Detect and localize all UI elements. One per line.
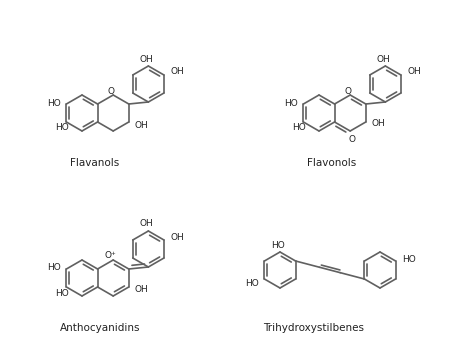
Text: O: O <box>349 134 356 144</box>
Text: HO: HO <box>46 264 60 272</box>
Text: HO: HO <box>271 240 285 250</box>
Text: HO: HO <box>245 280 258 288</box>
Text: OH: OH <box>135 120 148 130</box>
Text: OH: OH <box>171 68 185 76</box>
Text: Flavanols: Flavanols <box>70 158 119 168</box>
Text: OH: OH <box>139 55 153 63</box>
Text: HO: HO <box>55 123 69 133</box>
Text: OH: OH <box>135 284 148 294</box>
Text: OH: OH <box>139 220 153 228</box>
Text: OH: OH <box>372 119 385 129</box>
Text: HO: HO <box>283 99 297 107</box>
Text: HO: HO <box>46 99 60 107</box>
Text: O⁺: O⁺ <box>104 252 116 261</box>
Text: Trihydroxystilbenes: Trihydroxystilbenes <box>263 323 364 333</box>
Text: HO: HO <box>292 123 306 133</box>
Text: Flavonols: Flavonols <box>307 158 356 168</box>
Text: O: O <box>108 87 115 95</box>
Text: Anthocyanidins: Anthocyanidins <box>60 323 140 333</box>
Text: HO: HO <box>55 288 69 297</box>
Text: OH: OH <box>376 55 390 63</box>
Text: OH: OH <box>408 68 422 76</box>
Text: OH: OH <box>171 233 185 241</box>
Text: HO: HO <box>402 255 416 265</box>
Text: O: O <box>345 87 352 95</box>
